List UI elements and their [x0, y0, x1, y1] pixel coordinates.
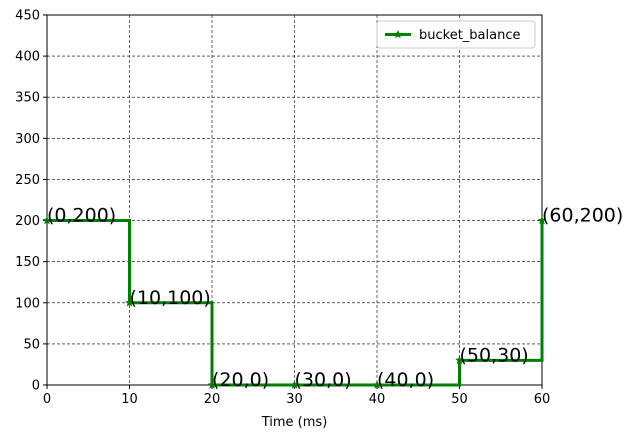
point-annotation: (10,100) [130, 287, 211, 309]
point-annotation: (30,0) [295, 369, 352, 391]
point-annotation: (60,200) [542, 205, 623, 227]
point-annotation: (20,0) [212, 369, 269, 391]
legend-box [376, 20, 536, 49]
x-tick-label: 40 [369, 392, 386, 407]
x-tick-label: 30 [286, 392, 303, 407]
legend-marker [393, 29, 403, 39]
grid-lines [47, 15, 542, 385]
data-point-marker [372, 380, 382, 389]
x-tick-label: 60 [534, 392, 551, 407]
point-annotation: (0,200) [47, 205, 116, 227]
x-tick-label: 20 [204, 392, 221, 407]
data-point-marker [125, 298, 134, 307]
y-tick-label: 0 [32, 379, 40, 394]
x-axis-label: Time (ms) [261, 415, 328, 430]
data-point-marker [207, 380, 217, 389]
point-annotation: (40,0) [377, 369, 434, 391]
data-point-marker [537, 215, 547, 225]
y-tick-label: 350 [15, 91, 40, 106]
data-point-marker [455, 355, 464, 365]
y-tick-label: 400 [15, 50, 40, 65]
legend-label: bucket_balance [419, 28, 520, 43]
y-tick-label: 200 [15, 214, 40, 229]
legend: bucket_balance [376, 20, 536, 49]
x-tick-label: 0 [43, 392, 51, 407]
y-tick-label: 300 [15, 132, 40, 147]
y-tick-label: 450 [15, 9, 40, 24]
data-point-marker [42, 215, 52, 225]
point-annotation: (50,30) [460, 344, 529, 366]
y-tick-label: 250 [15, 173, 40, 188]
data-point-marker [290, 380, 299, 389]
x-tick-label: 10 [121, 392, 138, 407]
series-layer [42, 215, 547, 389]
point-annotations: (0,200) (10,100) (20,0) (30,0) (40,0) (50,30)… [47, 205, 623, 391]
y-tick-label: 150 [15, 255, 40, 270]
y-tick-label: 50 [23, 337, 40, 352]
y-tick-label: 100 [15, 296, 40, 311]
x-tick-label: 50 [451, 392, 468, 407]
